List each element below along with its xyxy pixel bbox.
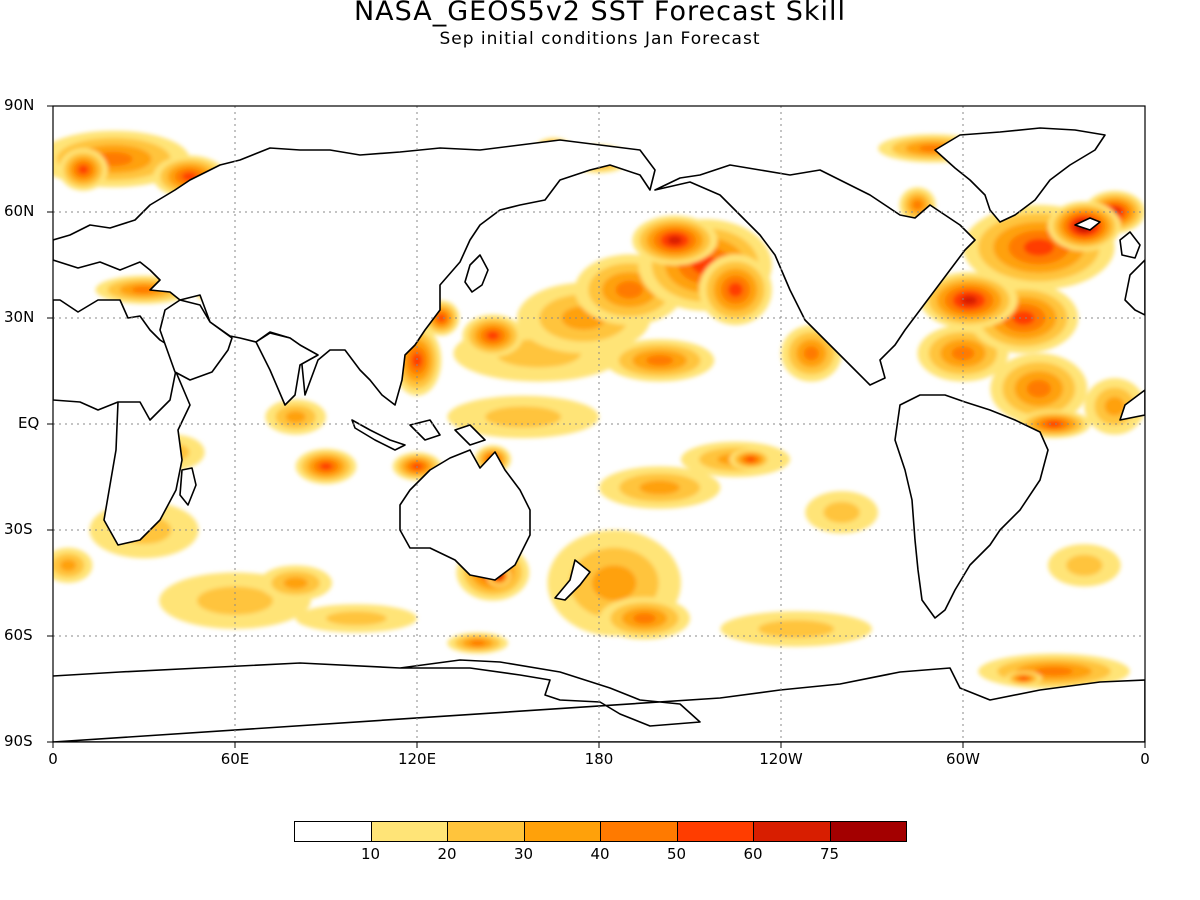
- skill-cell: [78, 165, 89, 174]
- y-tick-label: 30N: [4, 308, 35, 326]
- africa-coast: [53, 299, 191, 546]
- skill-cell: [470, 640, 486, 646]
- skill-cell: [486, 331, 499, 340]
- skill-cell: [803, 346, 819, 361]
- africa-west-edge: [1119, 389, 1145, 421]
- skill-cell: [639, 480, 680, 495]
- iceland-coast: [1074, 217, 1101, 231]
- greenland-coast: [934, 127, 1106, 223]
- indonesia-coast: [351, 419, 486, 451]
- skill-cell: [591, 565, 637, 601]
- y-tick-label: 60N: [4, 202, 35, 220]
- skill-cell: [412, 353, 422, 368]
- newzealand-coast: [554, 559, 591, 601]
- skill-cell: [1035, 666, 1073, 676]
- colorbar-swatch: [370, 821, 448, 842]
- india-coast: [255, 332, 319, 406]
- europe-east-coast: [1124, 259, 1145, 316]
- x-tick-label: 180: [584, 750, 614, 768]
- skill-cell: [326, 611, 387, 626]
- skill-cell: [728, 282, 743, 297]
- y-tick-label: EQ: [18, 414, 40, 432]
- x-tick-label: 0: [48, 750, 58, 768]
- colorbar-label: 20: [437, 845, 457, 863]
- madagascar-coast: [179, 467, 197, 506]
- skill-cell: [1026, 379, 1051, 398]
- skill-cell: [1012, 310, 1035, 326]
- x-tick-label: 60W: [946, 750, 980, 768]
- chart-subtitle: Sep initial conditions Jan Forecast: [439, 29, 761, 49]
- skill-shading: [53, 130, 1145, 689]
- colorbar-swatch: [676, 821, 754, 842]
- colorbar: [294, 821, 907, 842]
- skill-cell: [285, 411, 306, 423]
- chart-title: NASA_GEOS5v2 SST Forecast Skill: [353, 0, 847, 27]
- skill-cell: [437, 314, 445, 322]
- axis-tick-marks: [47, 105, 1146, 748]
- skill-cell: [960, 295, 978, 306]
- colorbar-label: 50: [666, 845, 687, 863]
- skill-cell: [823, 501, 860, 523]
- skill-cell: [633, 613, 656, 624]
- skill-cell: [615, 280, 643, 299]
- skill-cell: [1046, 421, 1062, 427]
- britain-coast: [1119, 231, 1141, 259]
- y-tick-label: 90S: [4, 732, 33, 750]
- skill-cell: [1023, 238, 1054, 256]
- colorbar-swatch: [600, 821, 678, 842]
- skill-cell: [319, 462, 333, 470]
- arabia-coast: [159, 299, 233, 381]
- colorbar-swatch: [753, 821, 831, 842]
- skill-cell: [1020, 676, 1028, 680]
- colorbar-swatch: [523, 821, 601, 842]
- skill-cell: [1104, 396, 1125, 416]
- x-tick-label: 60E: [220, 750, 250, 768]
- skill-cell: [485, 406, 562, 428]
- colorbar-swatch: [829, 821, 907, 842]
- skill-cell: [667, 236, 682, 245]
- skill-cell: [197, 586, 273, 615]
- colorbar-swatch: [447, 821, 525, 842]
- skill-cell: [746, 457, 755, 462]
- colorbar-label: 60: [743, 845, 763, 863]
- skill-cell: [60, 559, 77, 572]
- colorbar-label: 75: [819, 845, 840, 863]
- eurasia-coast: [53, 139, 656, 406]
- skill-cell: [758, 620, 835, 638]
- skill-cell: [283, 577, 308, 589]
- australia-coast: [399, 449, 531, 581]
- north-america-coast: [654, 164, 976, 386]
- colorbar-swatch: [294, 821, 372, 842]
- x-tick-label: 120E: [397, 750, 437, 768]
- japan-coast: [464, 254, 489, 293]
- colorbar-label: 40: [590, 845, 610, 863]
- skill-cell: [912, 200, 923, 210]
- grid-lines: [53, 106, 1145, 742]
- skill-cell: [1066, 554, 1103, 576]
- south-america-coast: [894, 394, 1049, 619]
- y-tick-label: 90N: [4, 96, 35, 114]
- skill-cell: [646, 355, 674, 366]
- x-tick-label: 0: [1140, 750, 1150, 768]
- skill-cell: [131, 286, 157, 294]
- y-tick-label: 60S: [4, 626, 33, 644]
- y-tick-label: 30S: [4, 520, 33, 538]
- colorbar-label: 10: [360, 845, 381, 863]
- colorbar-label: 30: [513, 845, 534, 863]
- x-tick-label: 120W: [759, 750, 803, 768]
